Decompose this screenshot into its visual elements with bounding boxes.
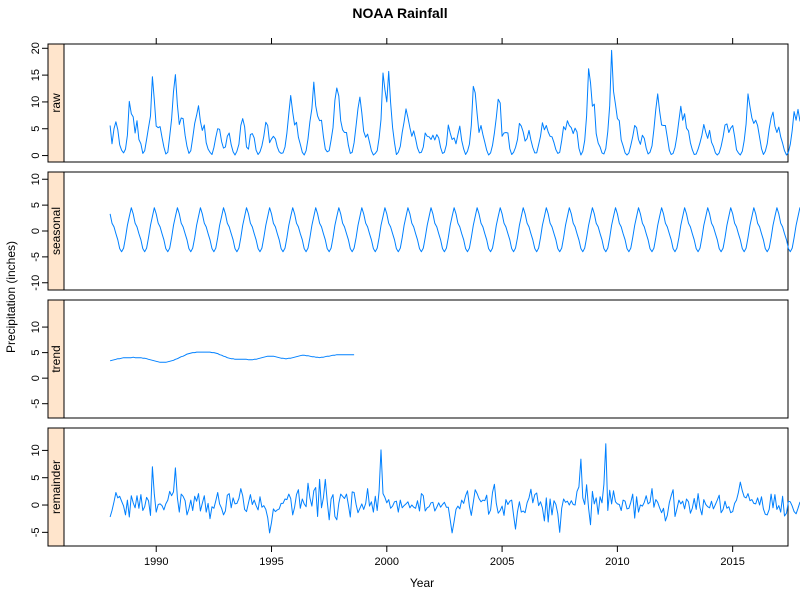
y-tick-label-remainder: -5: [30, 527, 42, 537]
y-tick-label-seasonal: 0: [30, 228, 42, 234]
panel-raw: raw 0 5 10 15 20: [30, 42, 800, 163]
series-line-seasonal: [109, 207, 800, 253]
panel-frame-trend: [63, 299, 789, 419]
series-line-trend: [109, 351, 355, 363]
y-tick-label-trend: 10: [30, 321, 42, 333]
y-tick-label-trend: -5: [30, 399, 42, 409]
y-tick-label-remainder: 5: [30, 475, 42, 481]
y-tick-label-seasonal: 10: [30, 173, 42, 185]
strip-trend: [47, 299, 65, 419]
y-tick-label-raw: 0: [30, 153, 42, 159]
x-tick-label: 2010: [605, 556, 629, 568]
chart-title: NOAA Rainfall: [352, 5, 447, 21]
y-tick-label-raw: 10: [30, 96, 42, 108]
strip-label-raw: raw: [49, 93, 63, 113]
y-tick-label-raw: 15: [30, 69, 42, 81]
y-tick-label-trend: 0: [30, 375, 42, 381]
x-tick-label: 1995: [259, 556, 283, 568]
x-axis-label: Year: [410, 576, 434, 590]
y-tick-label-remainder: 0: [30, 502, 42, 508]
y-tick-label-trend: 5: [30, 350, 42, 356]
series-line-raw: [109, 49, 800, 156]
y-tick-label-remainder: 10: [30, 444, 42, 456]
x-axis: 1990 1995 2000 2005 2010 2015: [144, 38, 745, 568]
panels: raw05101520seasonal-10-50510trend-50510r…: [30, 42, 800, 547]
panel-remainder: remainder -5 0 5 10: [30, 427, 800, 547]
y-tick-label-seasonal: -10: [30, 275, 42, 291]
strip-label-remainder: remainder: [49, 460, 63, 514]
x-tick-label: 2005: [490, 556, 514, 568]
x-tick-label: 2015: [720, 556, 744, 568]
y-axis-label: Precipitation (inches): [4, 241, 18, 353]
panel-seasonal: seasonal -10 -5 0 5 10: [30, 171, 800, 291]
y-tick-label-seasonal: 5: [30, 202, 42, 208]
panel-frame-raw: [63, 43, 789, 163]
y-tick-label-seasonal: -5: [30, 252, 42, 262]
strip-remainder: [47, 427, 65, 547]
x-tick-label: 2000: [375, 556, 399, 568]
strip-label-trend: trend: [49, 345, 63, 372]
panel-frame-remainder: [63, 427, 789, 547]
y-tick-label-raw: 20: [30, 42, 42, 54]
x-tick-label: 1990: [144, 556, 168, 568]
strip-raw: [47, 43, 65, 163]
series-line-remainder: [109, 443, 800, 534]
strip-label-seasonal: seasonal: [49, 207, 63, 255]
panel-trend: trend -5 0 5 10: [30, 299, 789, 419]
y-tick-label-raw: 5: [30, 126, 42, 132]
